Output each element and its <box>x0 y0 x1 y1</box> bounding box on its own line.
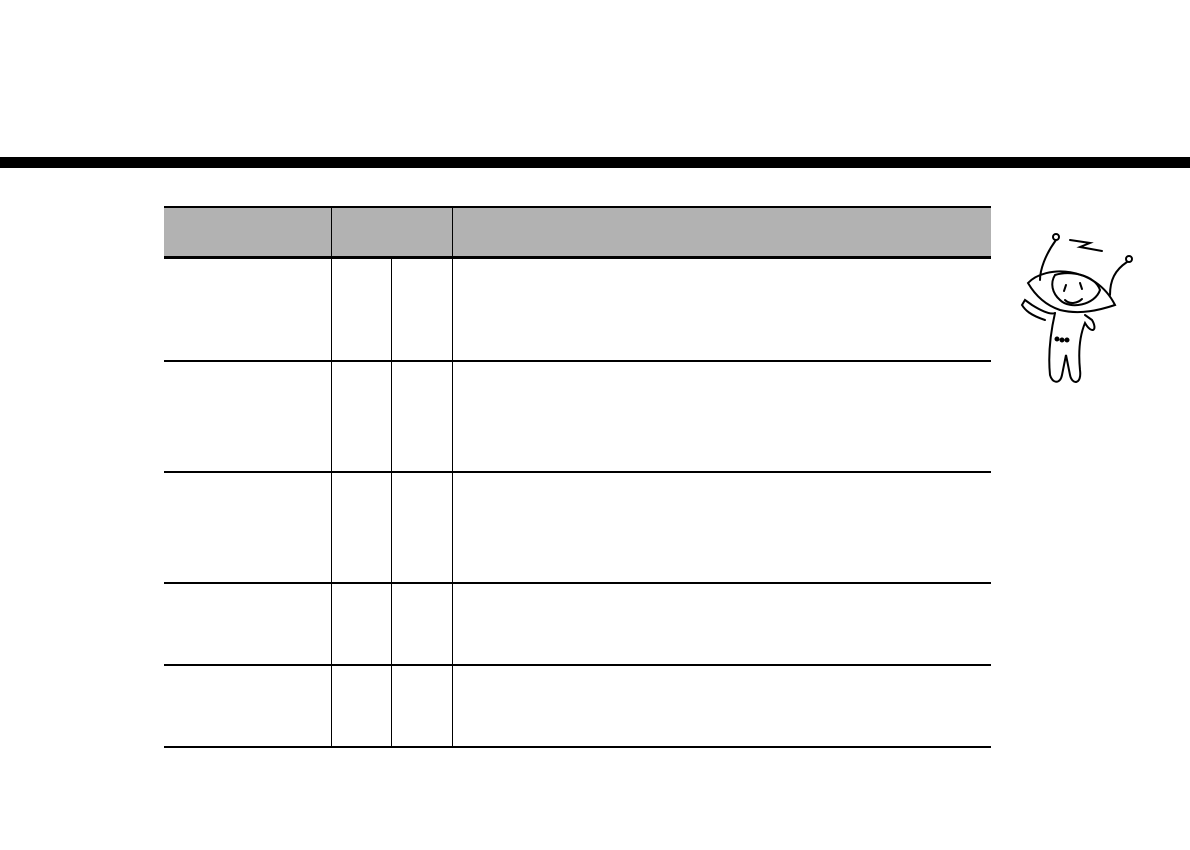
table-row <box>164 360 991 362</box>
table-row <box>164 664 991 666</box>
column-divider <box>452 259 453 747</box>
column-divider <box>391 259 392 747</box>
header-rule <box>0 157 1190 168</box>
column-divider <box>452 208 453 259</box>
table-header <box>164 206 991 259</box>
mascot-character-icon <box>1020 233 1133 383</box>
table-row <box>164 471 991 473</box>
column-divider <box>331 208 332 259</box>
table-row <box>164 746 991 748</box>
table-row <box>164 582 991 584</box>
column-divider <box>331 259 332 747</box>
